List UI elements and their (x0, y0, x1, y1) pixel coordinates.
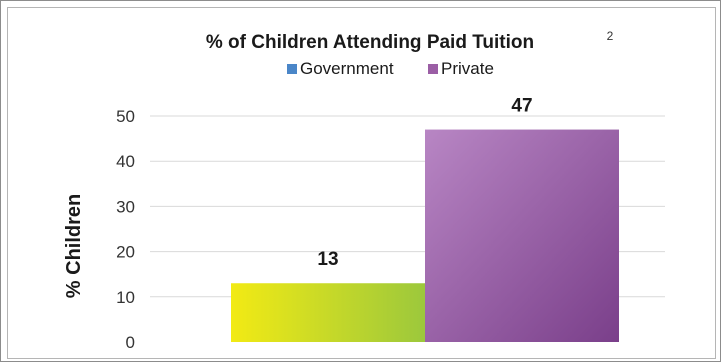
bar-private (425, 129, 619, 342)
legend-swatch-government (287, 64, 297, 74)
data-label-government: 13 (317, 249, 338, 270)
y-tick-label: 30 (116, 197, 135, 216)
data-labels: 13 47 (317, 96, 532, 271)
legend-item-government: Government (287, 59, 394, 78)
y-axis-title: % Children (63, 194, 85, 298)
y-axis-ticks: 0 10 20 30 40 50 (116, 107, 135, 352)
title-superscript: 2 (607, 29, 614, 43)
bars (231, 129, 619, 342)
y-tick-label: 40 (116, 152, 135, 171)
legend: Government Private (287, 59, 494, 78)
legend-swatch-private (428, 64, 438, 74)
y-tick-label: 10 (116, 288, 135, 307)
y-tick-label: 0 (126, 333, 135, 352)
legend-label-government: Government (300, 59, 394, 78)
legend-item-private: Private (428, 59, 494, 78)
legend-label-private: Private (441, 59, 494, 78)
y-tick-label: 20 (116, 243, 135, 262)
bar-government (231, 283, 425, 342)
y-tick-label: 50 (116, 107, 135, 126)
chart-title: % of Children Attending Paid Tuition (206, 32, 534, 53)
data-label-private: 47 (511, 96, 532, 117)
